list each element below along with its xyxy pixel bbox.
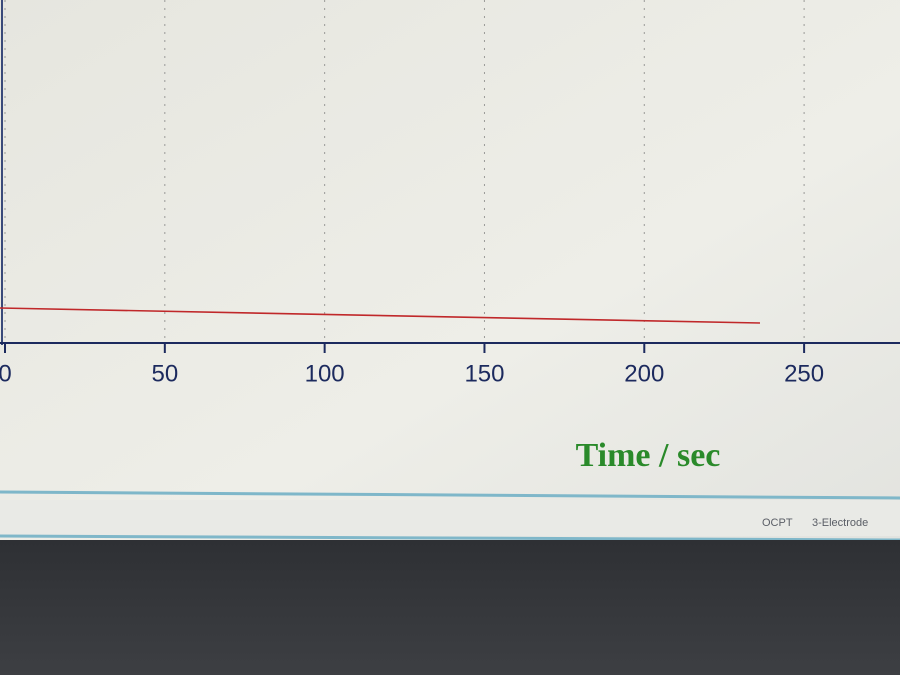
monitor-bezel <box>0 540 900 675</box>
status-bar <box>0 500 900 536</box>
x-tick-label: 100 <box>305 360 345 387</box>
status-electrode: 3-Electrode <box>812 517 868 529</box>
x-tick-label: 200 <box>624 360 664 387</box>
x-tick-label: 50 <box>151 360 178 387</box>
panel-border <box>0 490 900 500</box>
potential-trace <box>0 307 761 324</box>
status-mode: OCPT <box>762 517 793 529</box>
x-tick-label: 250 <box>784 360 824 387</box>
x-tick-label: 150 <box>464 360 504 387</box>
plot-window <box>0 0 900 540</box>
x-axis-title: Time / sec <box>576 437 721 474</box>
status-border <box>0 534 900 542</box>
x-tick-label: 0 <box>0 360 12 387</box>
